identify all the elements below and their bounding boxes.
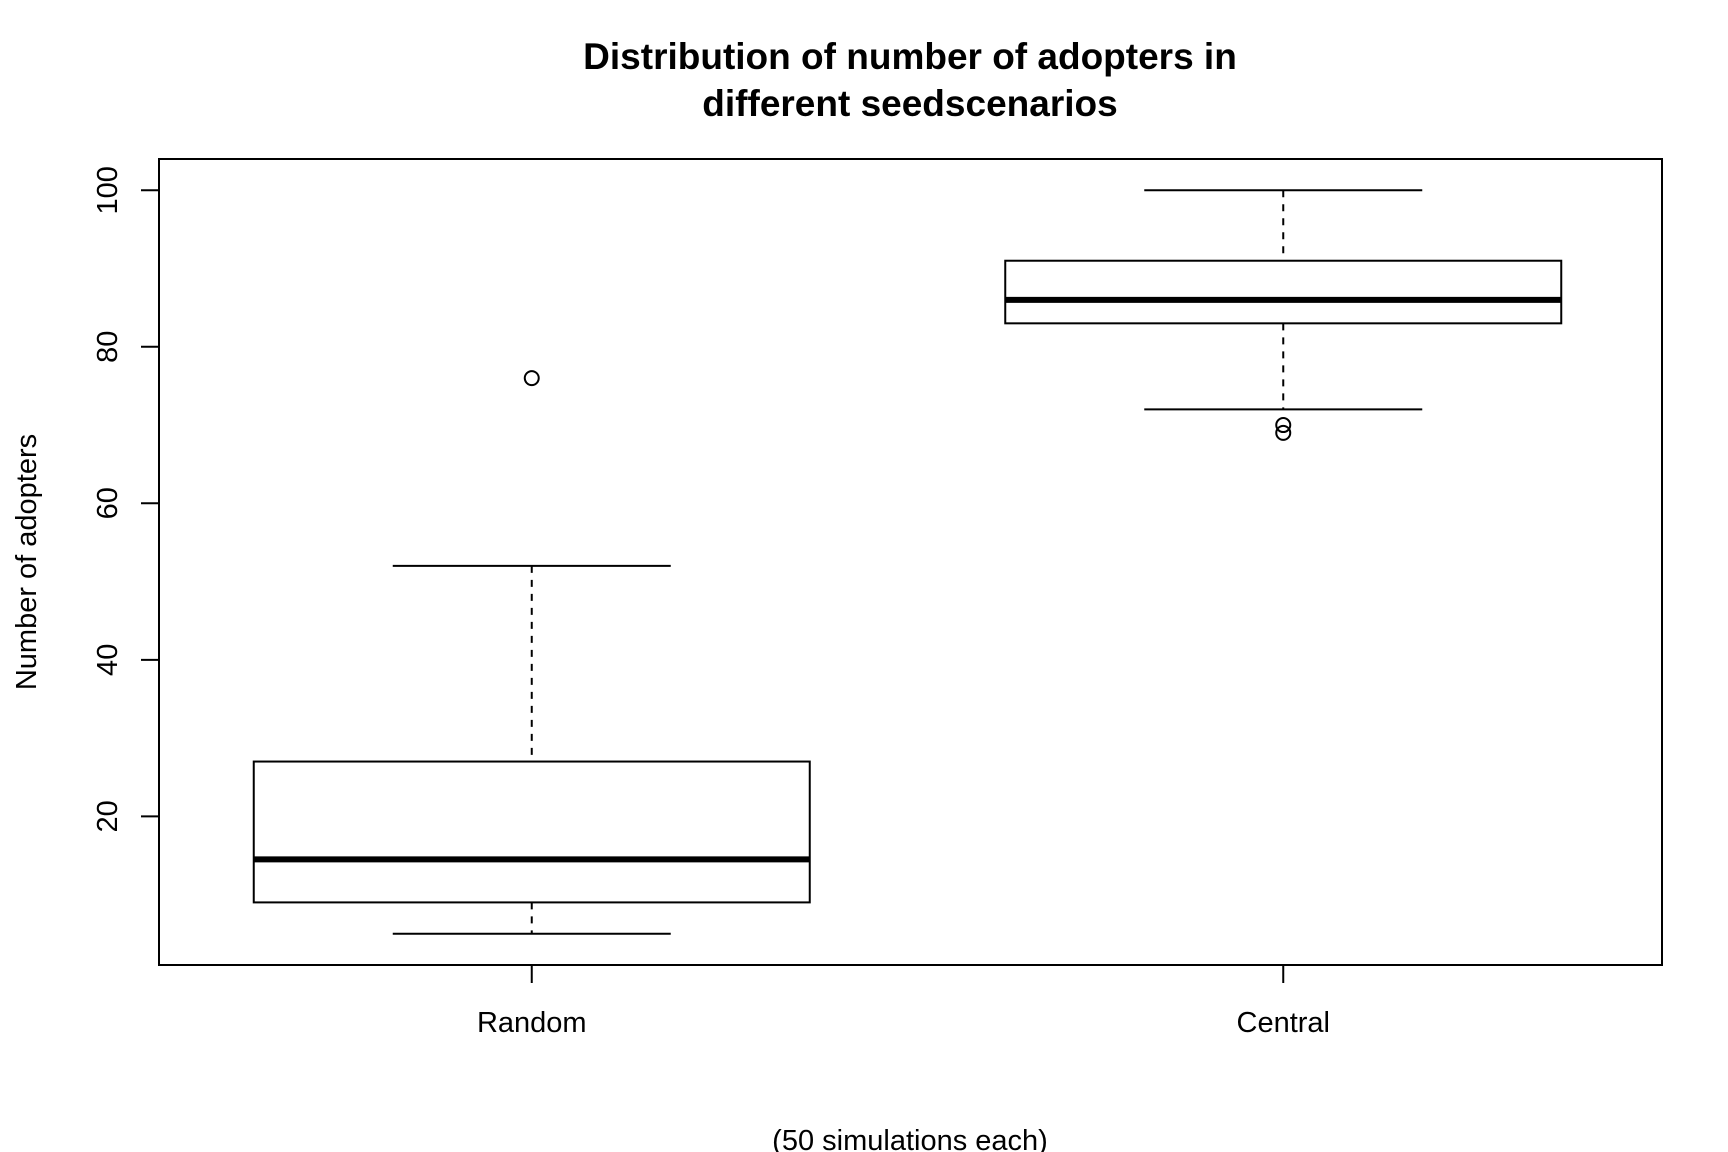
y-tick-label-40: 40 [92,644,124,676]
iqr-box-central [1004,259,1563,325]
y-axis-label: Number of adopters [11,434,43,690]
outlier-central-1 [1275,424,1292,441]
chart-title-line-1: Distribution of number of adopters in [583,36,1237,77]
box-random [252,370,811,935]
outlier-random-0 [523,370,540,387]
y-tick-label-60: 60 [92,487,124,519]
chart-title-line-2: different seedscenarios [702,83,1117,124]
plot-frame [158,158,1663,966]
outlier-central-0 [1275,417,1292,434]
x-axis-label: (50 simulations each) [772,1125,1048,1152]
x-tick-label-central: Central [1237,1007,1331,1039]
x-tick-label-random: Random [477,1007,587,1039]
x-axis: Random Central [477,965,1330,1039]
y-tick-label-100: 100 [92,166,124,214]
iqr-box-random [252,760,811,904]
y-axis: 20 40 60 80 100 [92,166,159,832]
box-central [1004,189,1563,441]
y-tick-label-80: 80 [92,331,124,363]
boxes-group [252,189,1563,935]
y-tick-label-20: 20 [92,800,124,832]
